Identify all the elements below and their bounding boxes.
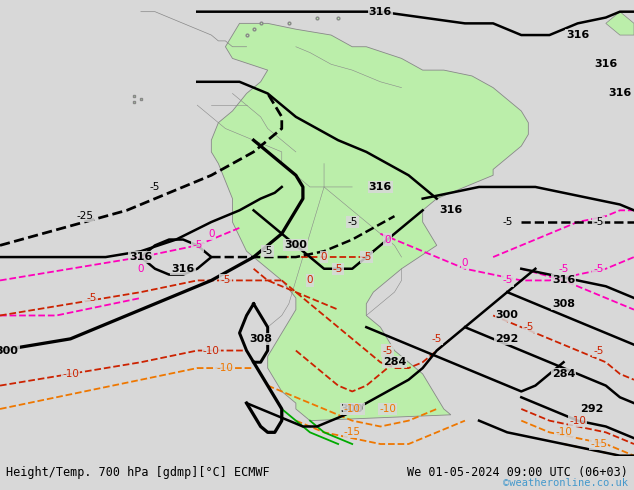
Text: 316: 316 <box>369 182 392 192</box>
Text: -10: -10 <box>569 416 586 426</box>
Text: -5: -5 <box>262 246 273 256</box>
Text: 300: 300 <box>496 311 519 320</box>
Text: -5: -5 <box>361 252 372 262</box>
Text: -10: -10 <box>344 404 361 414</box>
Text: -25: -25 <box>76 211 93 221</box>
Text: 284: 284 <box>383 357 406 367</box>
Text: -5: -5 <box>593 217 604 227</box>
Text: 316: 316 <box>566 30 589 40</box>
Text: -10: -10 <box>379 404 396 414</box>
Text: 292: 292 <box>580 404 604 414</box>
Text: -10: -10 <box>203 345 220 356</box>
Text: 0: 0 <box>462 258 468 268</box>
Text: We 01-05-2024 09:00 UTC (06+03): We 01-05-2024 09:00 UTC (06+03) <box>407 466 628 479</box>
Text: -5: -5 <box>347 217 358 227</box>
Text: 316: 316 <box>552 275 575 286</box>
Text: 316: 316 <box>172 264 195 274</box>
Text: -5: -5 <box>502 217 512 227</box>
Text: 316: 316 <box>594 59 618 69</box>
Text: -15: -15 <box>590 439 607 449</box>
Text: -5: -5 <box>559 264 569 274</box>
Text: 316: 316 <box>129 252 153 262</box>
Text: -15: -15 <box>344 427 361 438</box>
Text: -5: -5 <box>150 182 160 192</box>
Text: 316: 316 <box>608 89 631 98</box>
Text: 300: 300 <box>0 345 18 356</box>
Text: 0: 0 <box>321 252 327 262</box>
Text: 0: 0 <box>307 275 313 286</box>
Text: -5: -5 <box>502 275 512 286</box>
Text: -5: -5 <box>220 275 231 286</box>
Text: -10: -10 <box>555 427 572 438</box>
Text: -5: -5 <box>523 322 534 332</box>
Text: 300: 300 <box>341 404 364 414</box>
Text: -5: -5 <box>593 345 604 356</box>
Text: 300: 300 <box>285 241 307 250</box>
Text: 0: 0 <box>384 235 391 245</box>
Text: 0: 0 <box>208 229 214 239</box>
Text: -5: -5 <box>432 334 442 344</box>
Text: -10: -10 <box>62 369 79 379</box>
Text: 316: 316 <box>369 7 392 17</box>
Text: 284: 284 <box>552 369 575 379</box>
Text: 292: 292 <box>496 334 519 344</box>
Text: -5: -5 <box>333 264 344 274</box>
Text: Height/Temp. 700 hPa [gdmp][°C] ECMWF: Height/Temp. 700 hPa [gdmp][°C] ECMWF <box>6 466 270 479</box>
Text: 308: 308 <box>552 299 575 309</box>
Text: -5: -5 <box>382 345 392 356</box>
Text: -5: -5 <box>593 264 604 274</box>
Text: 316: 316 <box>439 205 462 215</box>
Polygon shape <box>606 12 634 35</box>
Text: -5: -5 <box>192 241 202 250</box>
Text: 0: 0 <box>138 264 144 274</box>
Text: ©weatheronline.co.uk: ©weatheronline.co.uk <box>503 478 628 488</box>
Text: 308: 308 <box>249 334 272 344</box>
Text: -5: -5 <box>86 293 97 303</box>
Text: -10: -10 <box>217 363 234 373</box>
Polygon shape <box>211 24 528 420</box>
